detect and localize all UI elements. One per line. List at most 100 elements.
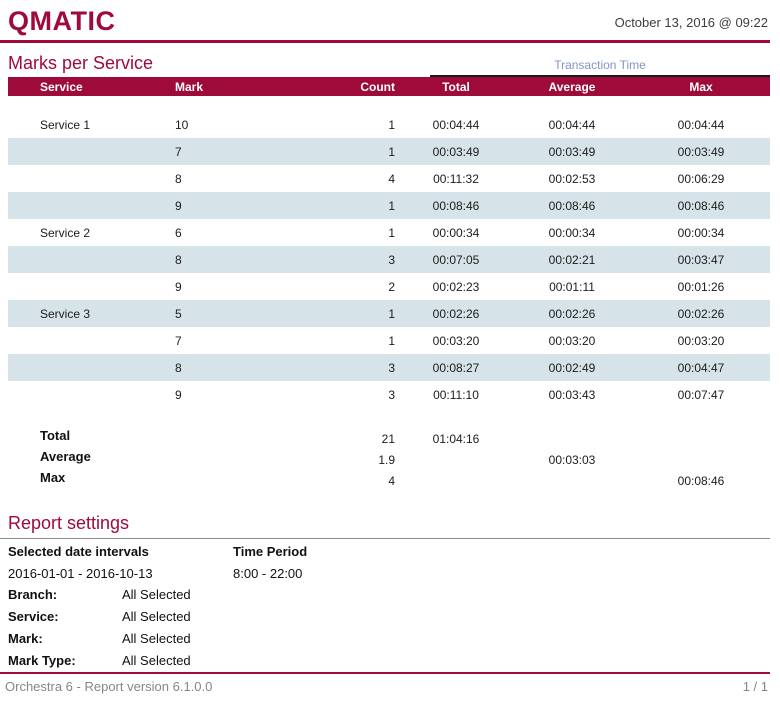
filter-row: Mark: All Selected — [8, 628, 191, 650]
table-cell: 00:03:20 — [432, 333, 480, 348]
table-cell — [8, 354, 160, 381]
table-cell: 00:02:53 — [548, 171, 596, 186]
summary-spacer — [8, 408, 770, 428]
table-cell: 1 — [388, 333, 395, 348]
summary-label: Total — [40, 428, 71, 443]
report-generated-date: October 13, 2016 @ 09:22 — [614, 15, 768, 30]
table-cell: 3 — [330, 354, 400, 381]
summary-cell — [160, 449, 330, 470]
table-cell: 00:01:11 — [549, 279, 595, 294]
table-cell — [8, 273, 160, 300]
table-row: Service 2 6 1 00:00:34 00:00:34 00:00:34 — [8, 219, 770, 246]
table-cell: 8 — [160, 354, 330, 381]
table-cell — [8, 192, 160, 219]
page-indicator: 1 / 1 — [742, 679, 768, 694]
footer-divider — [0, 672, 770, 674]
table-cell: 1 — [330, 300, 400, 327]
table-row: 9 1 00:08:46 00:08:46 00:08:46 — [8, 192, 770, 219]
table-cell: 10 — [175, 117, 189, 132]
summary-cell — [632, 449, 770, 470]
table-cell: 8 — [175, 171, 182, 186]
table-row: 7 1 00:03:49 00:03:49 00:03:49 — [8, 138, 770, 165]
summary-row: Max 4 00:08:46 — [8, 470, 770, 491]
date-intervals-label: Selected date intervals — [8, 544, 149, 559]
table-header-row: Service Mark Count Total Average Max — [8, 77, 770, 96]
table-cell: 00:02:26 — [400, 300, 512, 327]
table-cell: 00:02:26 — [632, 300, 770, 327]
table-cell: Service 3 — [8, 300, 160, 327]
table-cell: 00:08:46 — [632, 192, 770, 219]
summary-cell: 21 — [381, 431, 395, 446]
table-header: Service Mark Count Total Average Max — [8, 77, 770, 96]
table-cell: 00:11:32 — [433, 171, 479, 186]
table-row: 8 3 00:07:05 00:02:21 00:03:47 — [8, 246, 770, 273]
table-cell: 8 — [160, 246, 330, 273]
date-intervals-value: 2016-01-01 - 2016-10-13 — [8, 566, 153, 581]
settings-title: Report settings — [8, 513, 130, 533]
table-cell: 1 — [388, 117, 395, 132]
table-cell: 00:07:05 — [400, 246, 512, 273]
summary-cell — [512, 470, 632, 491]
summary-cell: 00:03:03 — [548, 452, 596, 467]
filter-value: All Selected — [122, 631, 191, 646]
table-cell: 00:02:23 — [432, 279, 480, 294]
summary-cell — [160, 428, 330, 449]
table-row: 8 3 00:08:27 00:02:49 00:04:47 — [8, 354, 770, 381]
filter-label: Mark Type: — [8, 653, 76, 668]
transaction-time-group-header: Transaction Time — [430, 58, 770, 77]
time-period-label: Time Period — [233, 544, 308, 559]
col-header-mark: Mark — [160, 77, 330, 96]
table-cell: 1 — [330, 138, 400, 165]
filter-label: Branch: — [8, 587, 58, 602]
table-cell: 00:04:47 — [632, 354, 770, 381]
table-cell: 2 — [388, 279, 395, 294]
table-row: Service 3 5 1 00:02:26 00:02:26 00:02:26 — [8, 300, 770, 327]
table-row: 9 2 00:02:23 00:01:11 00:01:26 — [8, 273, 770, 300]
table-cell: 00:00:34 — [548, 225, 596, 240]
table-cell: 00:06:29 — [677, 171, 725, 186]
header-spacer — [8, 96, 770, 111]
summary-cell — [400, 470, 512, 491]
table-cell: 00:02:26 — [512, 300, 632, 327]
summary-cell: 01:04:16 — [432, 431, 480, 446]
table-cell: 1 — [330, 192, 400, 219]
summary-row: Average 1.9 00:03:03 — [8, 449, 770, 470]
table-cell: 3 — [388, 387, 395, 402]
summary-cell: 1.9 — [378, 452, 395, 467]
col-header-count: Count — [330, 77, 400, 96]
table-cell: 00:03:49 — [400, 138, 512, 165]
table-cell: 3 — [330, 246, 400, 273]
table-cell: 6 — [175, 225, 182, 240]
table-cell: 00:01:26 — [677, 279, 725, 294]
table-cell — [8, 165, 160, 192]
table-row: 7 1 00:03:20 00:03:20 00:03:20 — [8, 327, 770, 354]
time-period-value: 8:00 - 22:00 — [233, 566, 303, 581]
footer-version-text: Orchestra 6 - Report version 6.1.0.0 — [5, 679, 213, 694]
table-cell: 9 — [160, 192, 330, 219]
table-cell: 00:04:44 — [432, 117, 480, 132]
col-header-max: Max — [632, 77, 770, 96]
header-divider — [0, 40, 770, 43]
filter-label: Service: — [8, 609, 59, 624]
summary-cell — [512, 428, 632, 449]
table-cell — [8, 246, 160, 273]
summary-cell — [400, 449, 512, 470]
filter-row: Service: All Selected — [8, 606, 191, 628]
table-cell: 00:03:43 — [548, 387, 596, 402]
table-cell: 00:11:10 — [433, 387, 479, 402]
table-cell: 00:08:27 — [400, 354, 512, 381]
table-cell: 7 — [160, 138, 330, 165]
summary-label: Average — [40, 449, 91, 464]
summary-cell: 4 — [388, 473, 395, 488]
report-table-body: Service 1 10 1 00:04:44 00:04:44 00:04:44 7 1 00… — [8, 111, 770, 408]
table-row: 9 3 00:11:10 00:03:43 00:07:47 — [8, 381, 770, 408]
report-summary-body: Total 21 01:04:16 Average 1.9 00:03:03 Max 4 00:… — [8, 428, 770, 491]
table-cell: 00:03:49 — [632, 138, 770, 165]
filter-row: Mark Type: All Selected — [8, 650, 191, 672]
table-cell: Service 2 — [40, 225, 91, 240]
table-cell: 00:00:34 — [677, 225, 725, 240]
col-header-average: Average — [512, 77, 632, 96]
summary-cell: 00:08:46 — [677, 473, 725, 488]
table-cell: 00:02:21 — [512, 246, 632, 273]
